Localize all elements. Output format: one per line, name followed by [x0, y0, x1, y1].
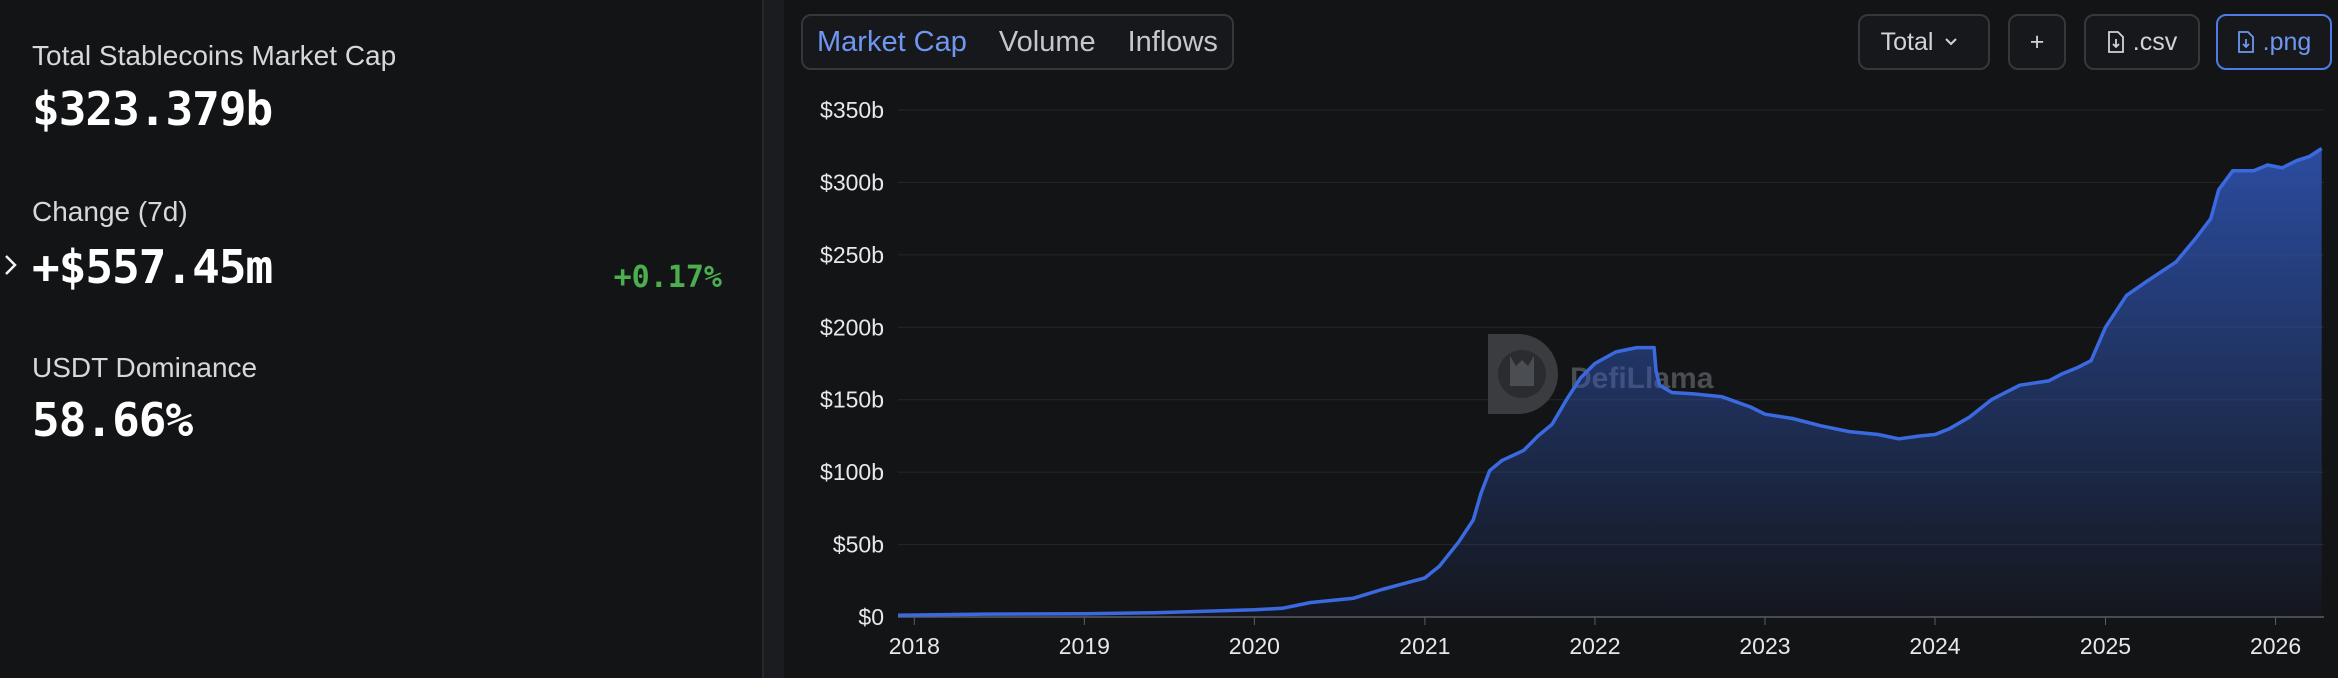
total-select[interactable]: Total	[1858, 14, 1990, 70]
add-button-label: +	[2029, 27, 2045, 56]
change-value: +$557.45m	[32, 240, 273, 294]
x-tick-label: 2020	[1229, 633, 1280, 659]
chart-tabs: Market Cap Volume Inflows	[801, 14, 1234, 70]
x-tick-label: 2022	[1569, 633, 1620, 659]
market-cap-chart[interactable]: DefiLlama $0$50b$100b$150b$200b$250b$300…	[784, 0, 2338, 678]
x-tick-label: 2019	[1059, 633, 1110, 659]
y-tick-label: $250b	[820, 242, 884, 268]
chart-panel: Market Cap Volume Inflows Total + .csv .…	[784, 0, 2338, 678]
png-download-button[interactable]: .png	[2216, 14, 2332, 70]
x-tick-label: 2024	[1909, 633, 1960, 659]
x-tick-label: 2018	[889, 633, 940, 659]
change-label: Change (7d)	[32, 196, 188, 227]
chevron-down-icon	[1943, 36, 1967, 48]
png-label: .png	[2262, 27, 2312, 56]
stats-panel: Total Stablecoins Market Cap $323.379b C…	[0, 0, 764, 678]
y-tick-label: $200b	[820, 314, 884, 340]
market-cap-area	[898, 148, 2322, 617]
x-tick-label: 2026	[2250, 633, 2301, 659]
csv-label: .csv	[2132, 27, 2178, 56]
market-cap-value: $323.379b	[32, 82, 273, 136]
y-tick-label: $350b	[820, 97, 884, 123]
add-button[interactable]: +	[2008, 14, 2066, 70]
change-percent-badge: +0.17%	[613, 260, 722, 295]
dominance-label: USDT Dominance	[32, 352, 258, 383]
dominance-value: 58.66%	[32, 393, 193, 447]
csv-download-button[interactable]: .csv	[2084, 14, 2200, 70]
y-tick-label: $50b	[833, 532, 884, 558]
total-select-label: Total	[1880, 27, 1934, 56]
x-tick-label: 2023	[1739, 633, 1790, 659]
market-cap-series-line	[897, 147, 2323, 618]
tab-inflows[interactable]: Inflows	[1127, 25, 1218, 58]
y-tick-label: $0	[858, 604, 884, 630]
file-download-icon	[2237, 31, 2263, 53]
llama-logo-icon	[1488, 334, 1558, 414]
x-tick-label: 2021	[1399, 633, 1450, 659]
y-tick-label: $300b	[820, 169, 884, 195]
y-tick-label: $150b	[820, 387, 884, 413]
y-tick-label: $100b	[820, 459, 884, 485]
tab-volume[interactable]: Volume	[998, 25, 1096, 58]
market-cap-label: Total Stablecoins Market Cap	[32, 40, 397, 71]
chevron-right-icon[interactable]	[2, 250, 20, 280]
file-download-icon	[2107, 31, 2133, 53]
tab-market-cap[interactable]: Market Cap	[817, 25, 967, 58]
x-tick-label: 2025	[2080, 633, 2131, 659]
